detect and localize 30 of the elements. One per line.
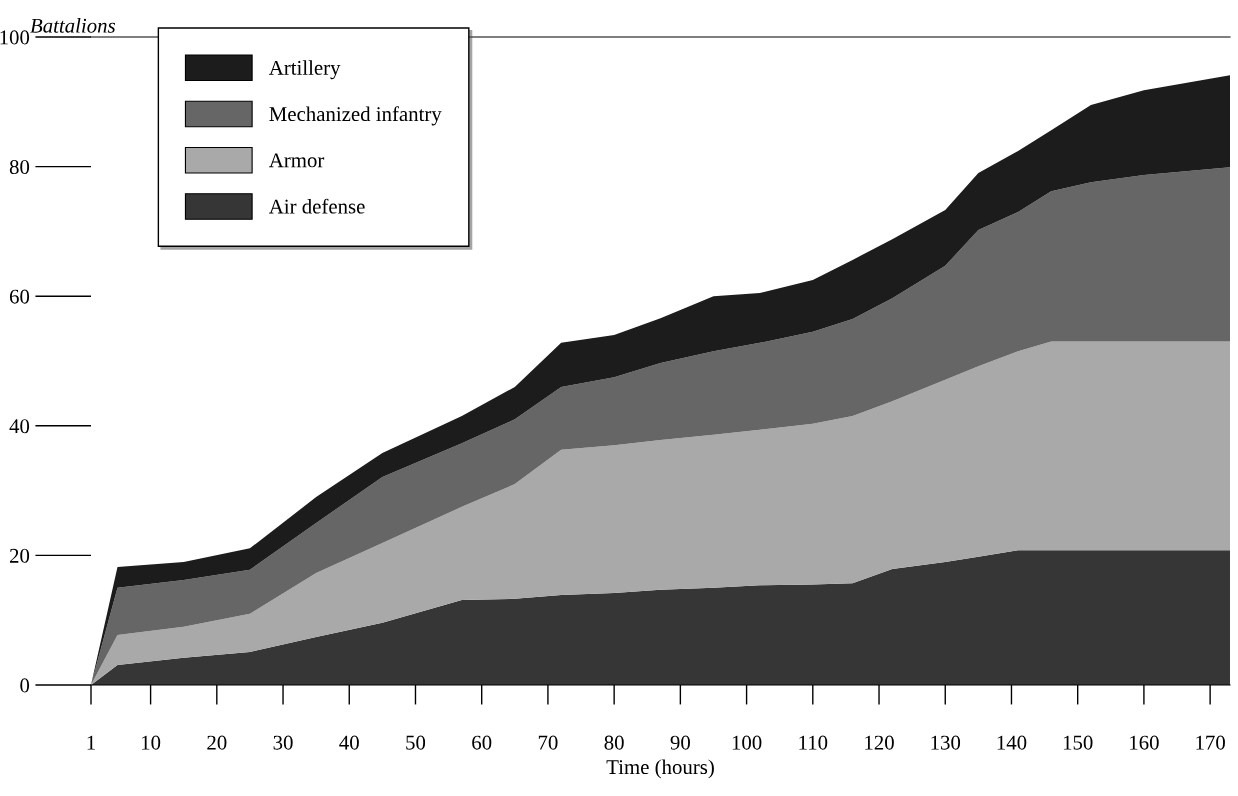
- legend-label: Air defense: [268, 198, 365, 214]
- x-axis-title: Time (hours): [606, 759, 714, 779]
- y-tick-label: 80: [9, 159, 30, 175]
- y-tick-label: 60: [9, 289, 30, 304]
- y-tick-label: 40: [9, 419, 30, 434]
- x-tick-label: 80: [604, 735, 624, 750]
- x-tick-label: 140: [997, 735, 1027, 750]
- x-tick-label: 130: [931, 735, 961, 750]
- y-tick-label: 0: [20, 678, 30, 693]
- x-tick-label: 160: [1130, 735, 1159, 750]
- x-tick-label: 110: [799, 735, 828, 750]
- x-tick-label: 1: [87, 735, 95, 750]
- x-tick-label: 120: [865, 735, 894, 750]
- x-tick-label: 50: [406, 735, 426, 750]
- legend-label: Mechanized infantry: [269, 106, 442, 126]
- x-tick-label: 100: [732, 735, 762, 750]
- legend-label: Artillery: [268, 60, 341, 80]
- x-tick-label: 10: [142, 735, 161, 750]
- x-tick-label: 30: [273, 735, 293, 750]
- x-tick-label: 90: [670, 735, 690, 750]
- x-tick-label: 60: [472, 735, 492, 750]
- x-tick-label: 70: [538, 735, 558, 750]
- legend-label: Armor: [268, 153, 325, 168]
- x-tick-label: 170: [1196, 735, 1225, 750]
- x-tick-label: 20: [207, 735, 227, 750]
- y-tick-label: 100: [0, 30, 30, 45]
- y-tick-label: 20: [9, 548, 30, 563]
- x-tick-label: 40: [339, 735, 359, 750]
- x-tick-label: 150: [1063, 735, 1093, 750]
- y-axis-title: Battalions: [30, 18, 116, 33]
